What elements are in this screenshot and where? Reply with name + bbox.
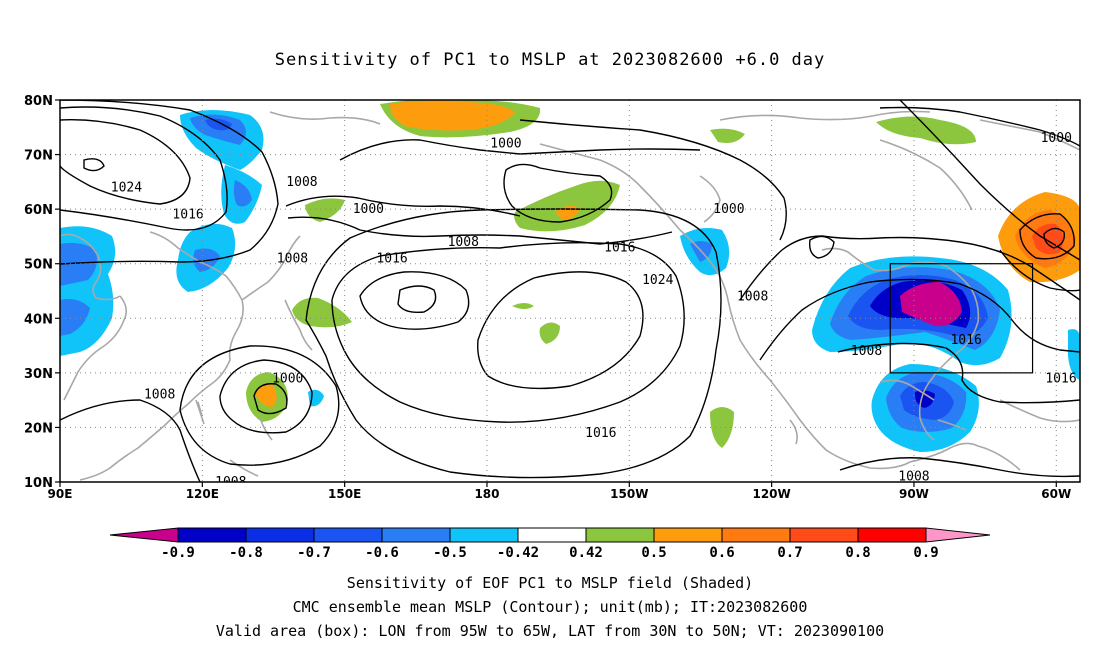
lon-tick-label: 90E: [48, 487, 73, 501]
colorbar-segment: [653, 527, 723, 543]
contour-label: 1024: [642, 273, 673, 288]
contour-label: 1008: [144, 388, 175, 403]
contour-label: 1016: [950, 333, 981, 348]
colorbar-label: -0.5: [433, 545, 467, 561]
shade-positive: [710, 128, 745, 143]
colorbar-left-end: [109, 527, 179, 543]
lon-tick-label: 180: [474, 487, 499, 501]
shade-positive: [292, 297, 352, 328]
map-title: Sensitivity of PC1 to MSLP at 2023082600…: [274, 50, 826, 70]
contour-label: 1016: [172, 208, 203, 223]
colorbar-segment: [245, 527, 315, 543]
lat-tick-label: 80N: [24, 94, 53, 109]
contour-label-layer: 1024 1016 1008 1008 1000 1000 1008 1016 1016 1024…: [111, 131, 1077, 490]
lat-tick-label: 30N: [24, 367, 53, 382]
shade-negative: [60, 299, 90, 336]
lat-tick-label: 10N: [24, 476, 53, 491]
footer-line-2: CMC ensemble mean MSLP (Contour); unit(m…: [292, 598, 808, 616]
contour-label: 1000: [272, 371, 303, 386]
contour-label: 1008: [286, 175, 317, 190]
shade-positive: [255, 383, 277, 407]
contour-label: 1016: [1045, 371, 1076, 386]
lon-tick-label: 120E: [186, 487, 219, 501]
colorbar-segment: [585, 527, 655, 543]
pressure-contours: [60, 100, 1080, 482]
colorbar-segment: [177, 527, 247, 543]
lat-tick-label: 60N: [24, 203, 53, 218]
contour-label: 1008: [448, 235, 479, 250]
map-content: 1024 1016 1008 1008 1000 1000 1008 1016 1016 1024…: [60, 100, 1080, 490]
contour-label: 1016: [585, 426, 616, 441]
shade-negative: [1068, 329, 1080, 380]
colorbar-label: 0.7: [777, 545, 802, 561]
colorbar-label: -0.7: [297, 545, 331, 561]
shade-positive: [512, 303, 534, 309]
shade-negative: [60, 242, 97, 286]
colorbar-label: -0.8: [229, 545, 263, 561]
lat-tick-label: 70N: [24, 149, 53, 164]
footer-line-1: Sensitivity of EOF PC1 to MSLP field (Sh…: [346, 574, 754, 592]
shade-positive: [1032, 223, 1064, 255]
shade-positive: [539, 322, 560, 344]
contour-label: 1000: [713, 202, 744, 217]
colorbar-label: 0.42: [569, 545, 603, 561]
colorbar-right-end: [925, 527, 991, 543]
colorbar-label: 0.5: [641, 545, 666, 561]
lon-tick-label: 150W: [610, 487, 648, 501]
colorbar-label: -0.6: [365, 545, 399, 561]
shade-positive: [710, 407, 734, 448]
contour-label: 1016: [376, 251, 407, 266]
contour-label: 1008: [737, 289, 768, 304]
lon-tick-label: 120W: [752, 487, 790, 501]
lat-tick-label: 20N: [24, 421, 53, 436]
footer-line-3: Valid area (box): LON from 95W to 65W, L…: [215, 622, 885, 640]
shade-positive: [876, 116, 976, 145]
contour-label: 1016: [604, 240, 635, 255]
lon-tick-label: 90W: [899, 487, 929, 501]
colorbar-label: -0.9: [161, 545, 195, 561]
shade-negative: [205, 118, 232, 131]
shade-positive: [305, 198, 345, 222]
contour-label: 1000: [490, 137, 521, 152]
longitude-axis: 90E 120E 150E 180 150W 120W 90W 60W: [48, 482, 1071, 501]
colorbar-segment: [449, 527, 519, 543]
contour-label: 1008: [215, 475, 246, 490]
colorbar-label: 0.8: [845, 545, 870, 561]
contour-label: 1000: [353, 202, 384, 217]
valid-area-box: [889, 263, 1034, 374]
colorbar-segment: [721, 527, 791, 543]
map-frame: [59, 99, 1081, 483]
colorbar-segment: [857, 527, 927, 543]
colorbar-segment: [313, 527, 383, 543]
colorbar-label: 0.9: [913, 545, 938, 561]
colorbar-segment: [517, 527, 587, 543]
contour-label: 1024: [111, 180, 142, 195]
shade-negative: [233, 180, 252, 207]
colorbar-segment: [789, 527, 859, 543]
lon-tick-label: 150E: [328, 487, 361, 501]
shade-negative: [900, 282, 962, 327]
shading-layer: [60, 100, 1080, 452]
colorbar: -0.9 -0.8 -0.7 -0.6 -0.5 -0.42 0.42 0.5 0.6 0.7 0.…: [109, 527, 991, 561]
lon-tick-label: 60W: [1041, 487, 1071, 501]
contour-label: 1008: [851, 344, 882, 359]
colorbar-segment: [381, 527, 451, 543]
contour-label: 1008: [277, 251, 308, 266]
colorbar-label: -0.42: [497, 545, 539, 561]
colorbar-label: 0.6: [709, 545, 734, 561]
contour-label: 1000: [1041, 131, 1072, 146]
lat-tick-label: 50N: [24, 258, 53, 273]
shade-positive: [514, 180, 620, 232]
shade-positive: [390, 100, 515, 131]
lat-tick-label: 40N: [24, 312, 53, 327]
latitude-axis: 80N 70N 60N 50N 40N 30N 20N 10N: [24, 94, 60, 491]
